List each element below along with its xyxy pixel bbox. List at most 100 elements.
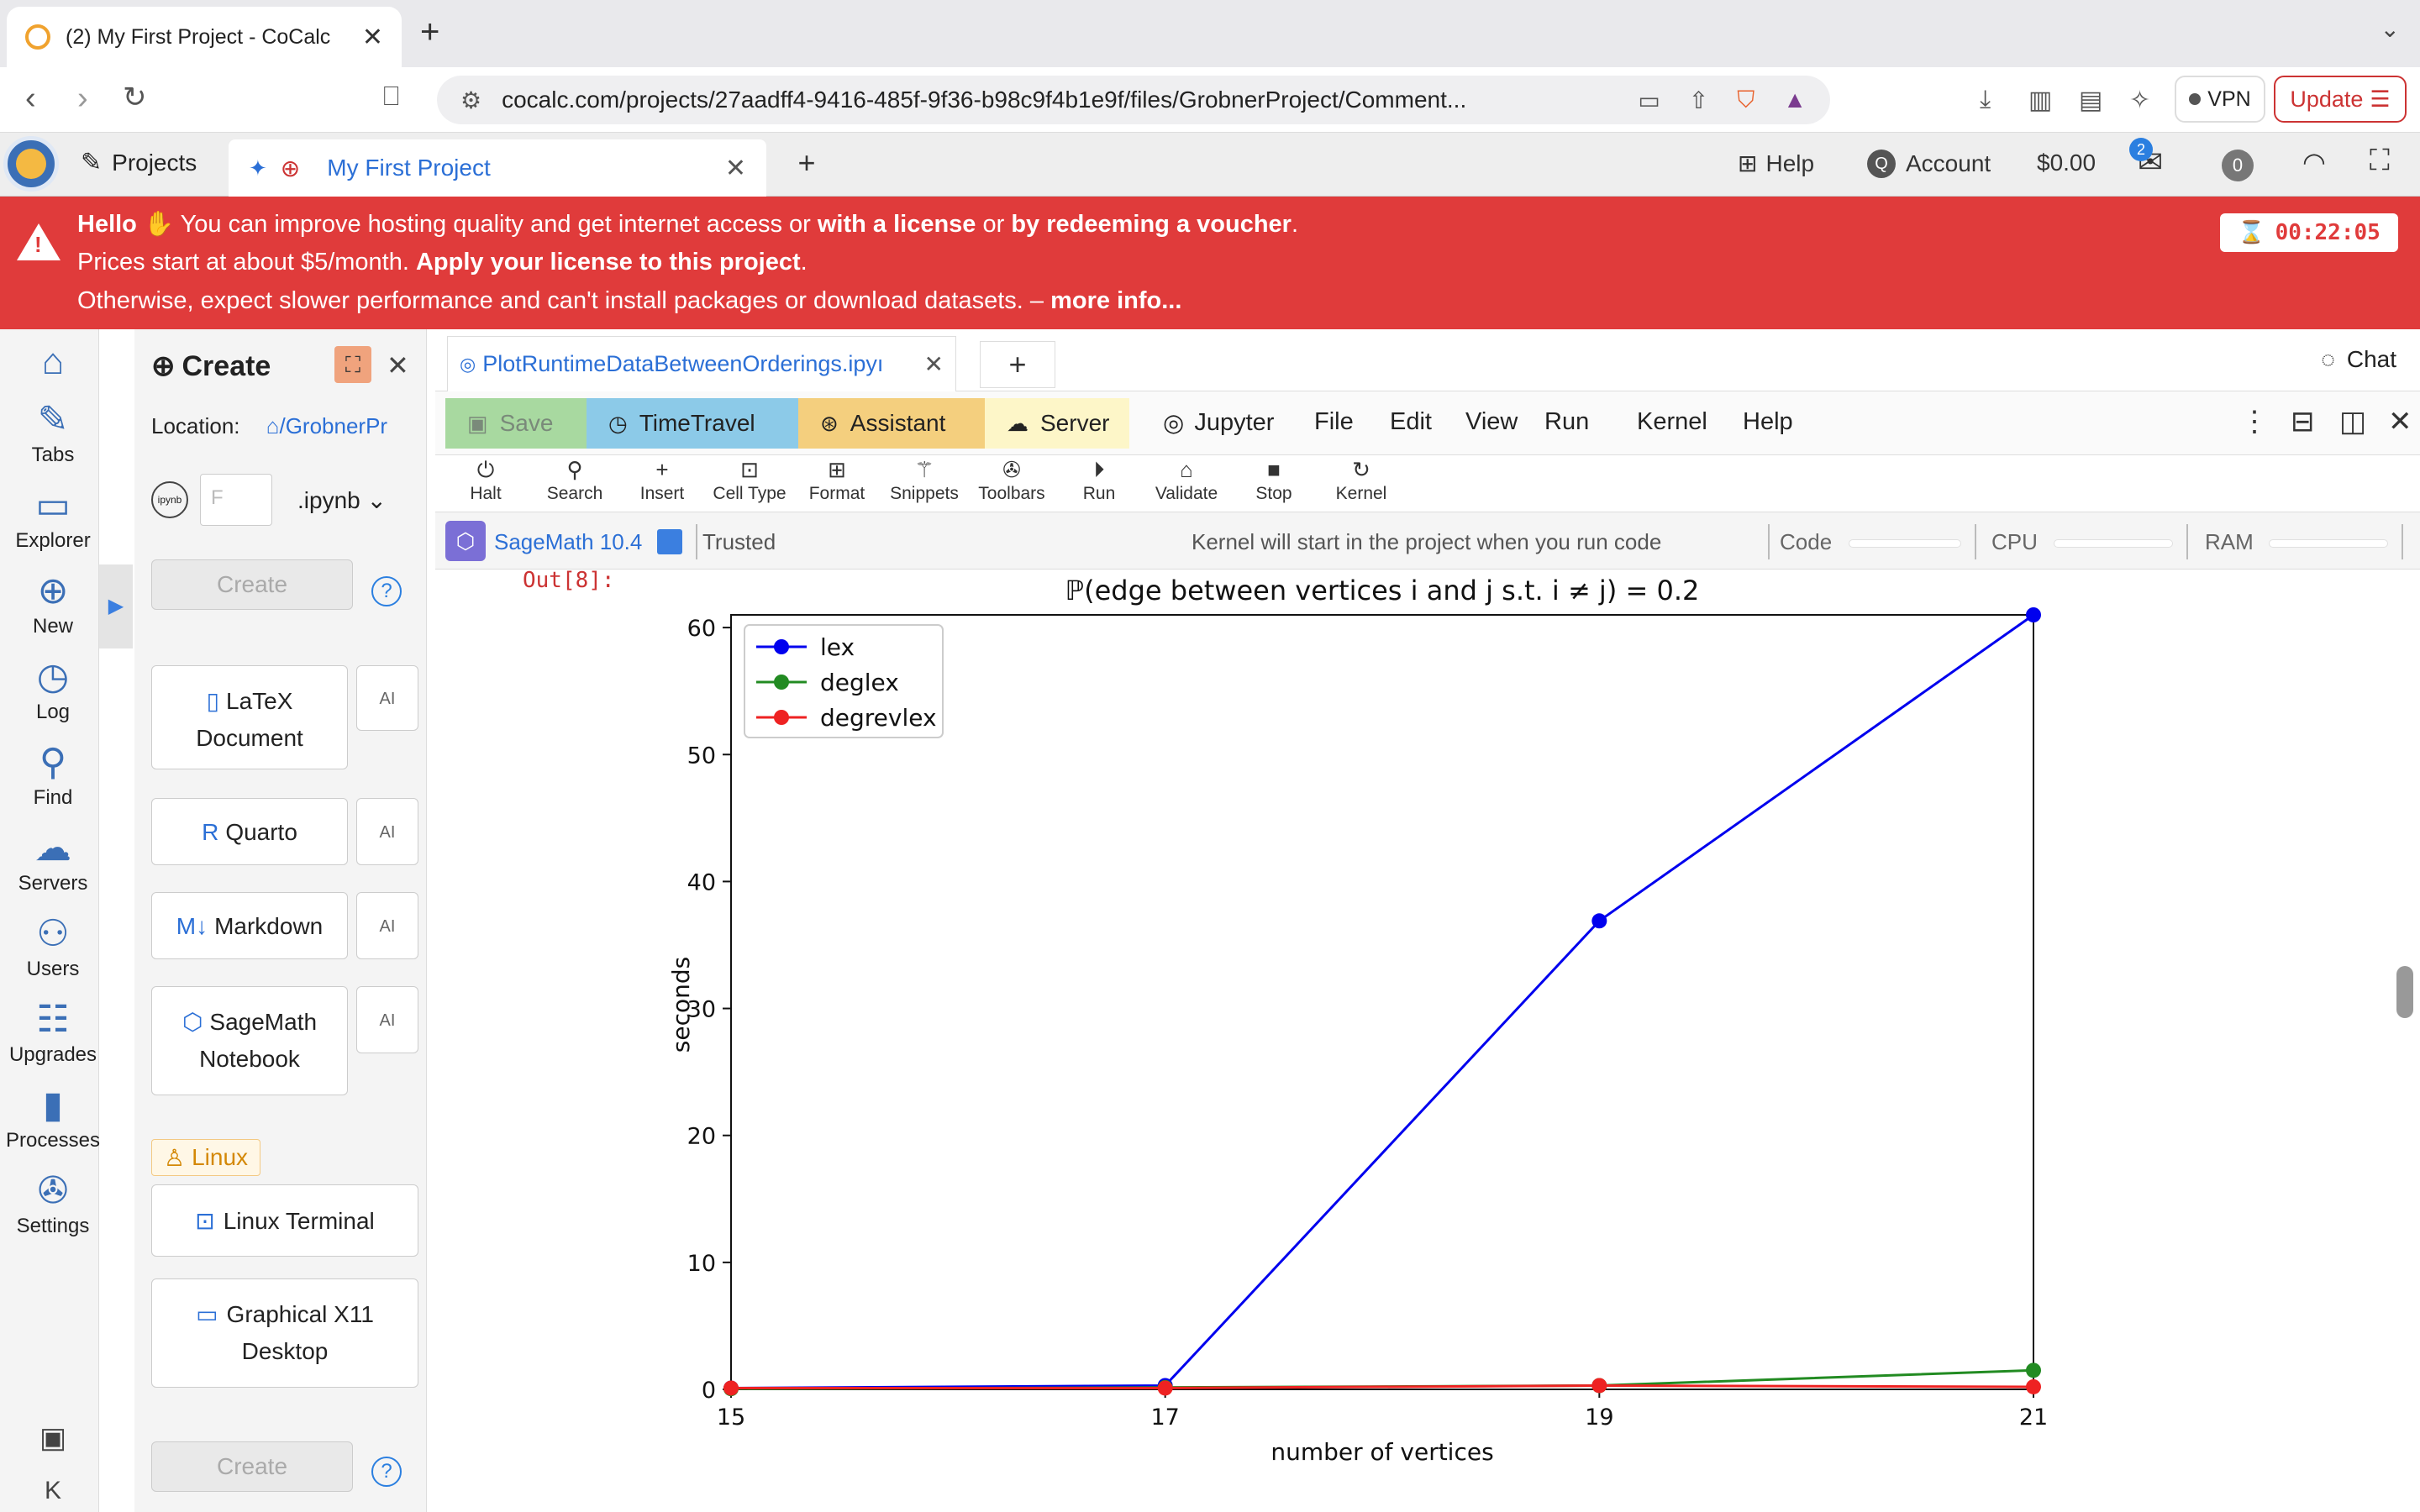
linux-terminal-button[interactable]: ⊡ Linux Terminal xyxy=(151,1184,418,1257)
collapse-sidebar-button[interactable]: K xyxy=(0,1477,106,1512)
bookmark-icon[interactable]: ⎕ xyxy=(383,81,400,111)
x11-desktop-button[interactable]: ▭ Graphical X11 Desktop xyxy=(151,1278,418,1388)
home-button[interactable]: ⌂ xyxy=(0,341,106,386)
sidebar-item-new[interactable]: ⊕ New xyxy=(0,570,106,638)
snippets-button[interactable]: ⚚ Snippets xyxy=(881,455,968,504)
save-button[interactable]: ▣ Save xyxy=(445,398,587,449)
jupyter-menu[interactable]: ◎ Jupyter xyxy=(1163,408,1274,438)
cocalc-logo-icon[interactable] xyxy=(3,136,59,192)
projects-nav[interactable]: ✎ Projects xyxy=(81,148,197,177)
sidebar-item-settings[interactable]: ✇ Settings xyxy=(0,1169,106,1238)
sagemath-notebook-button[interactable]: ⬡ SageMath Notebook xyxy=(151,986,348,1095)
layout-toggle-button[interactable]: ▣ xyxy=(0,1421,106,1467)
menu-view[interactable]: View xyxy=(1465,408,1518,435)
file-tab[interactable]: ◎ PlotRuntimeDataBetweenOrderings.ipyı ✕ xyxy=(447,336,956,391)
vertical-scrollbar[interactable] xyxy=(2396,966,2413,1018)
new-project-tab-icon[interactable]: + xyxy=(797,145,816,180)
apply-license-link[interactable]: Apply your license to this project xyxy=(415,249,801,276)
wifi-icon[interactable]: ◠ xyxy=(2302,147,2326,177)
server-button[interactable]: ☁ Server xyxy=(985,398,1129,449)
filename-input[interactable]: F xyxy=(200,474,272,526)
close-tab-icon[interactable]: ✕ xyxy=(361,23,383,51)
back-icon[interactable]: ‹ xyxy=(25,81,36,116)
share-icon[interactable]: ⇧ xyxy=(1688,87,1709,113)
license-link[interactable]: with a license xyxy=(817,211,976,238)
trusted-label[interactable]: Trusted xyxy=(702,529,776,554)
brave-shield-icon[interactable]: ⛉ xyxy=(1737,86,1755,113)
brave-rewards-icon[interactable]: ▲ xyxy=(1783,87,1807,113)
sidebar-item-processes[interactable]: ▮ Processes xyxy=(0,1084,106,1152)
create-button[interactable]: Create xyxy=(151,559,353,610)
vpn-button[interactable]: VPN xyxy=(2175,76,2265,123)
chevron-down-icon[interactable]: ⌄ xyxy=(2380,16,2400,42)
timetravel-button[interactable]: ◷ TimeTravel xyxy=(587,398,798,449)
extension-select[interactable]: .ipynb ⌄ xyxy=(297,486,387,514)
split-horizontal-icon[interactable]: ⊟ xyxy=(2291,406,2315,438)
menu-edit[interactable]: Edit xyxy=(1390,408,1432,435)
close-icon[interactable]: ✕ xyxy=(387,350,409,381)
menu-run[interactable]: Run xyxy=(1544,408,1590,435)
new-file-tab-icon[interactable]: + xyxy=(980,341,1055,388)
halt-button[interactable]: ⏻ Halt xyxy=(442,455,529,504)
address-url[interactable]: cocalc.com/projects/27aadff4-9416-485f-9… xyxy=(502,87,1467,113)
sidebar-toggle-icon[interactable]: ▥ xyxy=(2028,87,2053,114)
close-file-icon[interactable]: ✕ xyxy=(923,351,944,377)
help-button[interactable]: ⊞ Help xyxy=(1738,150,1814,177)
close-project-icon[interactable]: ✕ xyxy=(724,154,746,182)
download-icon[interactable]: ⤓ xyxy=(1980,86,1991,113)
close-frame-icon[interactable]: ✕ xyxy=(2388,406,2412,438)
location-path-link[interactable]: ⌂/GrobnerPr xyxy=(266,413,387,438)
fullscreen-icon[interactable]: ⛶ xyxy=(2370,144,2390,176)
forward-icon[interactable]: › xyxy=(77,81,88,116)
balance[interactable]: $0.00 xyxy=(2037,150,2096,176)
sidebar-item-log[interactable]: ◷ Log xyxy=(0,655,106,724)
cell-type-button[interactable]: ⊡ Cell Type xyxy=(706,455,793,504)
quarto-button[interactable]: R Quarto xyxy=(151,798,348,865)
split-vertical-icon[interactable]: ◫ xyxy=(2339,406,2367,438)
maximize-icon[interactable]: ⛶ xyxy=(334,346,371,383)
voucher-link[interactable]: by redeeming a voucher xyxy=(1011,211,1292,238)
site-settings-icon[interactable]: ⚙ xyxy=(460,87,482,113)
sidebar-item-explorer[interactable]: ▭ Explorer xyxy=(0,484,106,553)
help-icon-bottom[interactable]: ? xyxy=(371,1457,402,1487)
format-button[interactable]: ⊞ Format xyxy=(793,455,881,504)
kernel-restart-button[interactable]: ↻ Kernel xyxy=(1318,455,1405,504)
latex-ai-button[interactable]: AI xyxy=(356,665,418,731)
account-button[interactable]: Q Account xyxy=(1867,150,1991,178)
markdown-ai-button[interactable]: AI xyxy=(356,892,418,959)
run-button[interactable]: ⏵ Run xyxy=(1055,455,1143,504)
menu-help[interactable]: Help xyxy=(1743,408,1793,435)
menu-kernel[interactable]: Kernel xyxy=(1637,408,1707,435)
search-button[interactable]: ⚲ Search xyxy=(531,455,618,504)
reload-icon[interactable]: ↻ xyxy=(123,81,147,113)
news-badge[interactable]: 0 xyxy=(2222,150,2254,181)
create-button-bottom[interactable]: Create xyxy=(151,1441,353,1492)
kernel-name[interactable]: SageMath 10.4 xyxy=(494,529,643,554)
toolbars-button[interactable]: ✇ Toolbars xyxy=(968,455,1055,504)
wallet-icon[interactable]: ▤ xyxy=(2079,87,2103,114)
quarto-ai-button[interactable]: AI xyxy=(356,798,418,865)
address-bar[interactable]: ⚙ cocalc.com/projects/27aadff4-9416-485f… xyxy=(437,76,1830,124)
sidebar-item-find[interactable]: ⚲ Find xyxy=(0,741,106,810)
validate-button[interactable]: ⌂ Validate xyxy=(1143,455,1230,504)
latex-document-button[interactable]: ▯ LaTeX Document xyxy=(151,665,348,769)
idle-timer[interactable]: ⌛ 00:22:05 xyxy=(2220,213,2398,252)
menu-file[interactable]: File xyxy=(1314,408,1354,435)
chat-button[interactable]: ◌ Chat xyxy=(2321,346,2396,373)
sagemath-ai-button[interactable]: AI xyxy=(356,986,418,1053)
expand-panel-handle[interactable]: ▶ xyxy=(99,564,133,648)
insert-button[interactable]: + Insert xyxy=(618,455,706,504)
sidebar-item-users[interactable]: ⚇ Users xyxy=(0,912,106,981)
sidebar-item-servers[interactable]: ☁ Servers xyxy=(0,827,106,895)
markdown-button[interactable]: M↓ Markdown xyxy=(151,892,348,959)
assistant-button[interactable]: ⊛ Assistant xyxy=(798,398,985,449)
cast-icon[interactable]: ▭ xyxy=(1638,87,1660,113)
browser-tab-active[interactable]: (2) My First Project - CoCalc ✕ xyxy=(7,7,402,67)
update-button[interactable]: Update ☰ xyxy=(2274,76,2407,123)
new-browser-tab-icon[interactable]: + xyxy=(420,13,440,50)
more-info-link[interactable]: more info... xyxy=(1050,287,1182,314)
more-vertical-icon[interactable]: ⋮ xyxy=(2240,406,2269,438)
help-icon[interactable]: ? xyxy=(371,576,402,606)
leo-ai-icon[interactable]: ✧ xyxy=(2129,87,2151,114)
sidebar-item-upgrades[interactable]: ☷ Upgrades xyxy=(0,998,106,1067)
